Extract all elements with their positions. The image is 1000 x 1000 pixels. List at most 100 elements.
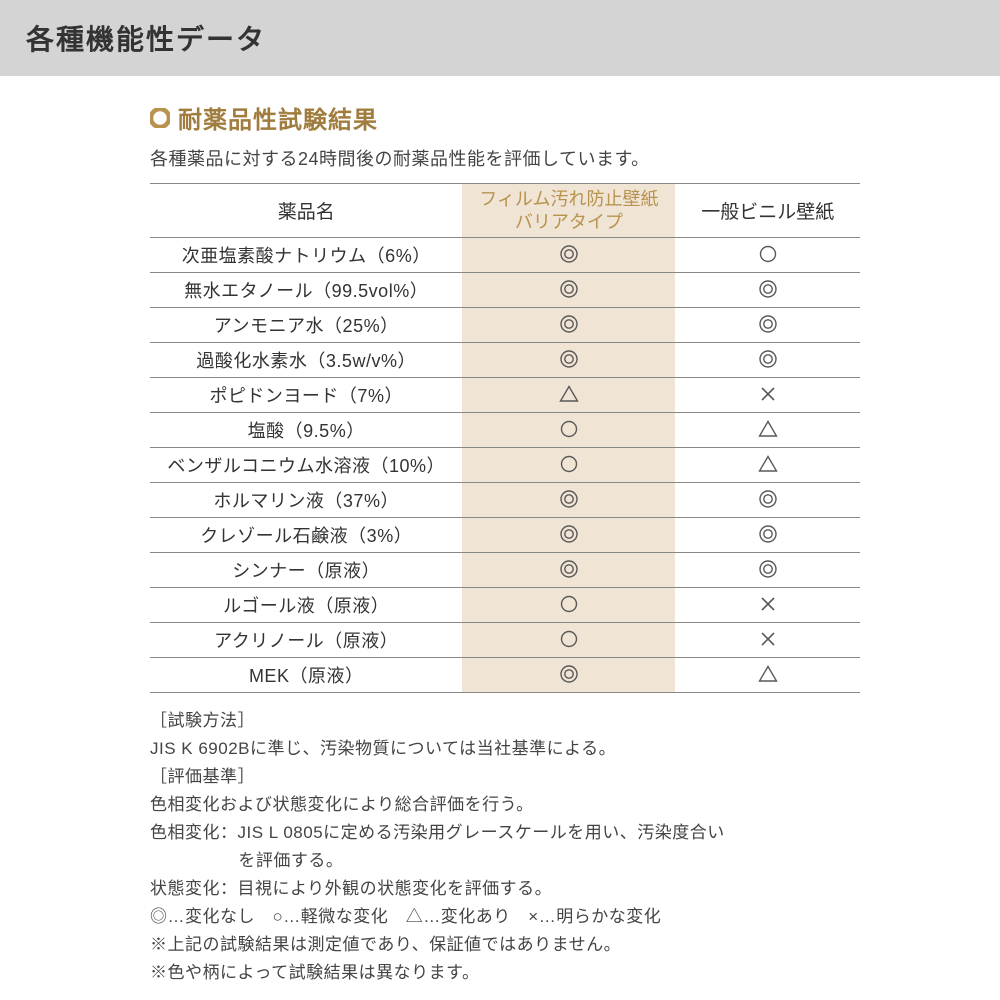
section-subtitle: 各種薬品に対する24時間後の耐薬品性能を評価しています。 bbox=[150, 145, 860, 171]
double-circle-icon bbox=[558, 488, 580, 510]
table-row: 塩酸（9.5%） bbox=[150, 413, 860, 448]
note-line-indent: を評価する。 bbox=[150, 847, 860, 875]
note-line: ◎…変化なし ○…軽微な変化 △…変化あり ×…明らかな変化 bbox=[150, 903, 860, 931]
cell-name: MEK（原液） bbox=[150, 658, 462, 693]
cell-a bbox=[462, 343, 675, 378]
table-row: ホルマリン液（37%） bbox=[150, 483, 860, 518]
circle-icon bbox=[558, 593, 580, 615]
cell-a bbox=[462, 588, 675, 623]
triangle-icon bbox=[558, 383, 580, 405]
cell-b bbox=[675, 658, 860, 693]
cell-b bbox=[675, 448, 860, 483]
table-row: MEK（原液） bbox=[150, 658, 860, 693]
double-circle-icon bbox=[558, 558, 580, 580]
cell-name: シンナー（原液） bbox=[150, 553, 462, 588]
circle-icon bbox=[558, 628, 580, 650]
double-circle-icon bbox=[757, 488, 779, 510]
note-line: 状態変化：目視により外観の状態変化を評価する。 bbox=[150, 875, 860, 903]
double-circle-icon bbox=[558, 278, 580, 300]
table-row: シンナー（原液） bbox=[150, 553, 860, 588]
cell-name: ポピドンヨード（7%） bbox=[150, 378, 462, 413]
double-circle-icon bbox=[757, 523, 779, 545]
cell-name: アンモニア水（25%） bbox=[150, 308, 462, 343]
notes-block: ［試験方法］ JIS K 6902Bに準じ、汚染物質については当社基準による。 … bbox=[150, 707, 860, 987]
cell-a bbox=[462, 518, 675, 553]
table-row: 次亜塩素酸ナトリウム（6%） bbox=[150, 238, 860, 273]
cross-icon bbox=[757, 383, 779, 405]
cross-icon bbox=[757, 628, 779, 650]
triangle-icon bbox=[757, 418, 779, 440]
cell-b bbox=[675, 553, 860, 588]
table-row: 無水エタノール（99.5vol%） bbox=[150, 273, 860, 308]
table-row: アンモニア水（25%） bbox=[150, 308, 860, 343]
double-circle-icon bbox=[558, 243, 580, 265]
triangle-icon bbox=[757, 453, 779, 475]
cell-b bbox=[675, 308, 860, 343]
note-line: ［評価基準］ bbox=[150, 763, 860, 791]
cell-name: 次亜塩素酸ナトリウム（6%） bbox=[150, 238, 462, 273]
page-header: 各種機能性データ bbox=[0, 0, 1000, 76]
note-line: ※色や柄によって試験結果は異なります。 bbox=[150, 959, 860, 987]
circle-icon bbox=[558, 418, 580, 440]
cell-a bbox=[462, 448, 675, 483]
cell-a bbox=[462, 658, 675, 693]
table-row: ベンザルコニウム水溶液（10%） bbox=[150, 448, 860, 483]
page-title: 各種機能性データ bbox=[26, 18, 974, 58]
note-line: ［試験方法］ bbox=[150, 707, 860, 735]
circle-icon bbox=[558, 453, 580, 475]
cross-icon bbox=[757, 593, 779, 615]
cell-a bbox=[462, 623, 675, 658]
double-circle-icon bbox=[558, 523, 580, 545]
cell-a bbox=[462, 273, 675, 308]
table-row: クレゾール石鹸液（3%） bbox=[150, 518, 860, 553]
cell-a bbox=[462, 308, 675, 343]
cell-a bbox=[462, 553, 675, 588]
table-body: 次亜塩素酸ナトリウム（6%）無水エタノール（99.5vol%）アンモニア水（25… bbox=[150, 238, 860, 693]
table-row: アクリノール（原液） bbox=[150, 623, 860, 658]
triangle-icon bbox=[757, 663, 779, 685]
th-standard: 一般ビニル壁紙 bbox=[675, 184, 860, 238]
cell-b bbox=[675, 238, 860, 273]
cell-name: 過酸化水素水（3.5w/v%） bbox=[150, 343, 462, 378]
cell-name: ルゴール液（原液） bbox=[150, 588, 462, 623]
table-row: 過酸化水素水（3.5w/v%） bbox=[150, 343, 860, 378]
double-circle-icon bbox=[757, 278, 779, 300]
cell-a bbox=[462, 238, 675, 273]
cell-b bbox=[675, 588, 860, 623]
th-highlight: フィルム汚れ防止壁紙バリアタイプ bbox=[462, 184, 675, 238]
double-circle-icon bbox=[757, 558, 779, 580]
circle-icon bbox=[757, 243, 779, 265]
th-name: 薬品名 bbox=[150, 184, 462, 238]
chemical-table: 薬品名 フィルム汚れ防止壁紙バリアタイプ 一般ビニル壁紙 次亜塩素酸ナトリウム（… bbox=[150, 183, 860, 693]
bullet-icon bbox=[150, 108, 170, 128]
note-line: ※上記の試験結果は測定値であり、保証値ではありません。 bbox=[150, 931, 860, 959]
double-circle-icon bbox=[558, 313, 580, 335]
table-row: ルゴール液（原液） bbox=[150, 588, 860, 623]
double-circle-icon bbox=[558, 348, 580, 370]
cell-name: 無水エタノール（99.5vol%） bbox=[150, 273, 462, 308]
table-row: ポピドンヨード（7%） bbox=[150, 378, 860, 413]
double-circle-icon bbox=[558, 663, 580, 685]
note-line: JIS K 6902Bに準じ、汚染物質については当社基準による。 bbox=[150, 735, 860, 763]
cell-b bbox=[675, 413, 860, 448]
section-heading: 耐薬品性試験結果 bbox=[178, 100, 378, 135]
cell-name: ベンザルコニウム水溶液（10%） bbox=[150, 448, 462, 483]
cell-b bbox=[675, 623, 860, 658]
note-line: 色相変化：JIS L 0805に定める汚染用グレースケールを用い、汚染度合い bbox=[150, 819, 860, 847]
cell-b bbox=[675, 273, 860, 308]
cell-a bbox=[462, 378, 675, 413]
double-circle-icon bbox=[757, 348, 779, 370]
cell-b bbox=[675, 483, 860, 518]
double-circle-icon bbox=[757, 313, 779, 335]
cell-b bbox=[675, 518, 860, 553]
cell-name: アクリノール（原液） bbox=[150, 623, 462, 658]
note-line: 色相変化および状態変化により総合評価を行う。 bbox=[150, 791, 860, 819]
cell-b bbox=[675, 378, 860, 413]
section-title-row: 耐薬品性試験結果 bbox=[150, 100, 860, 135]
cell-name: 塩酸（9.5%） bbox=[150, 413, 462, 448]
cell-a bbox=[462, 413, 675, 448]
cell-a bbox=[462, 483, 675, 518]
cell-name: ホルマリン液（37%） bbox=[150, 483, 462, 518]
cell-name: クレゾール石鹸液（3%） bbox=[150, 518, 462, 553]
content-area: 耐薬品性試験結果 各種薬品に対する24時間後の耐薬品性能を評価しています。 薬品… bbox=[0, 100, 1000, 987]
